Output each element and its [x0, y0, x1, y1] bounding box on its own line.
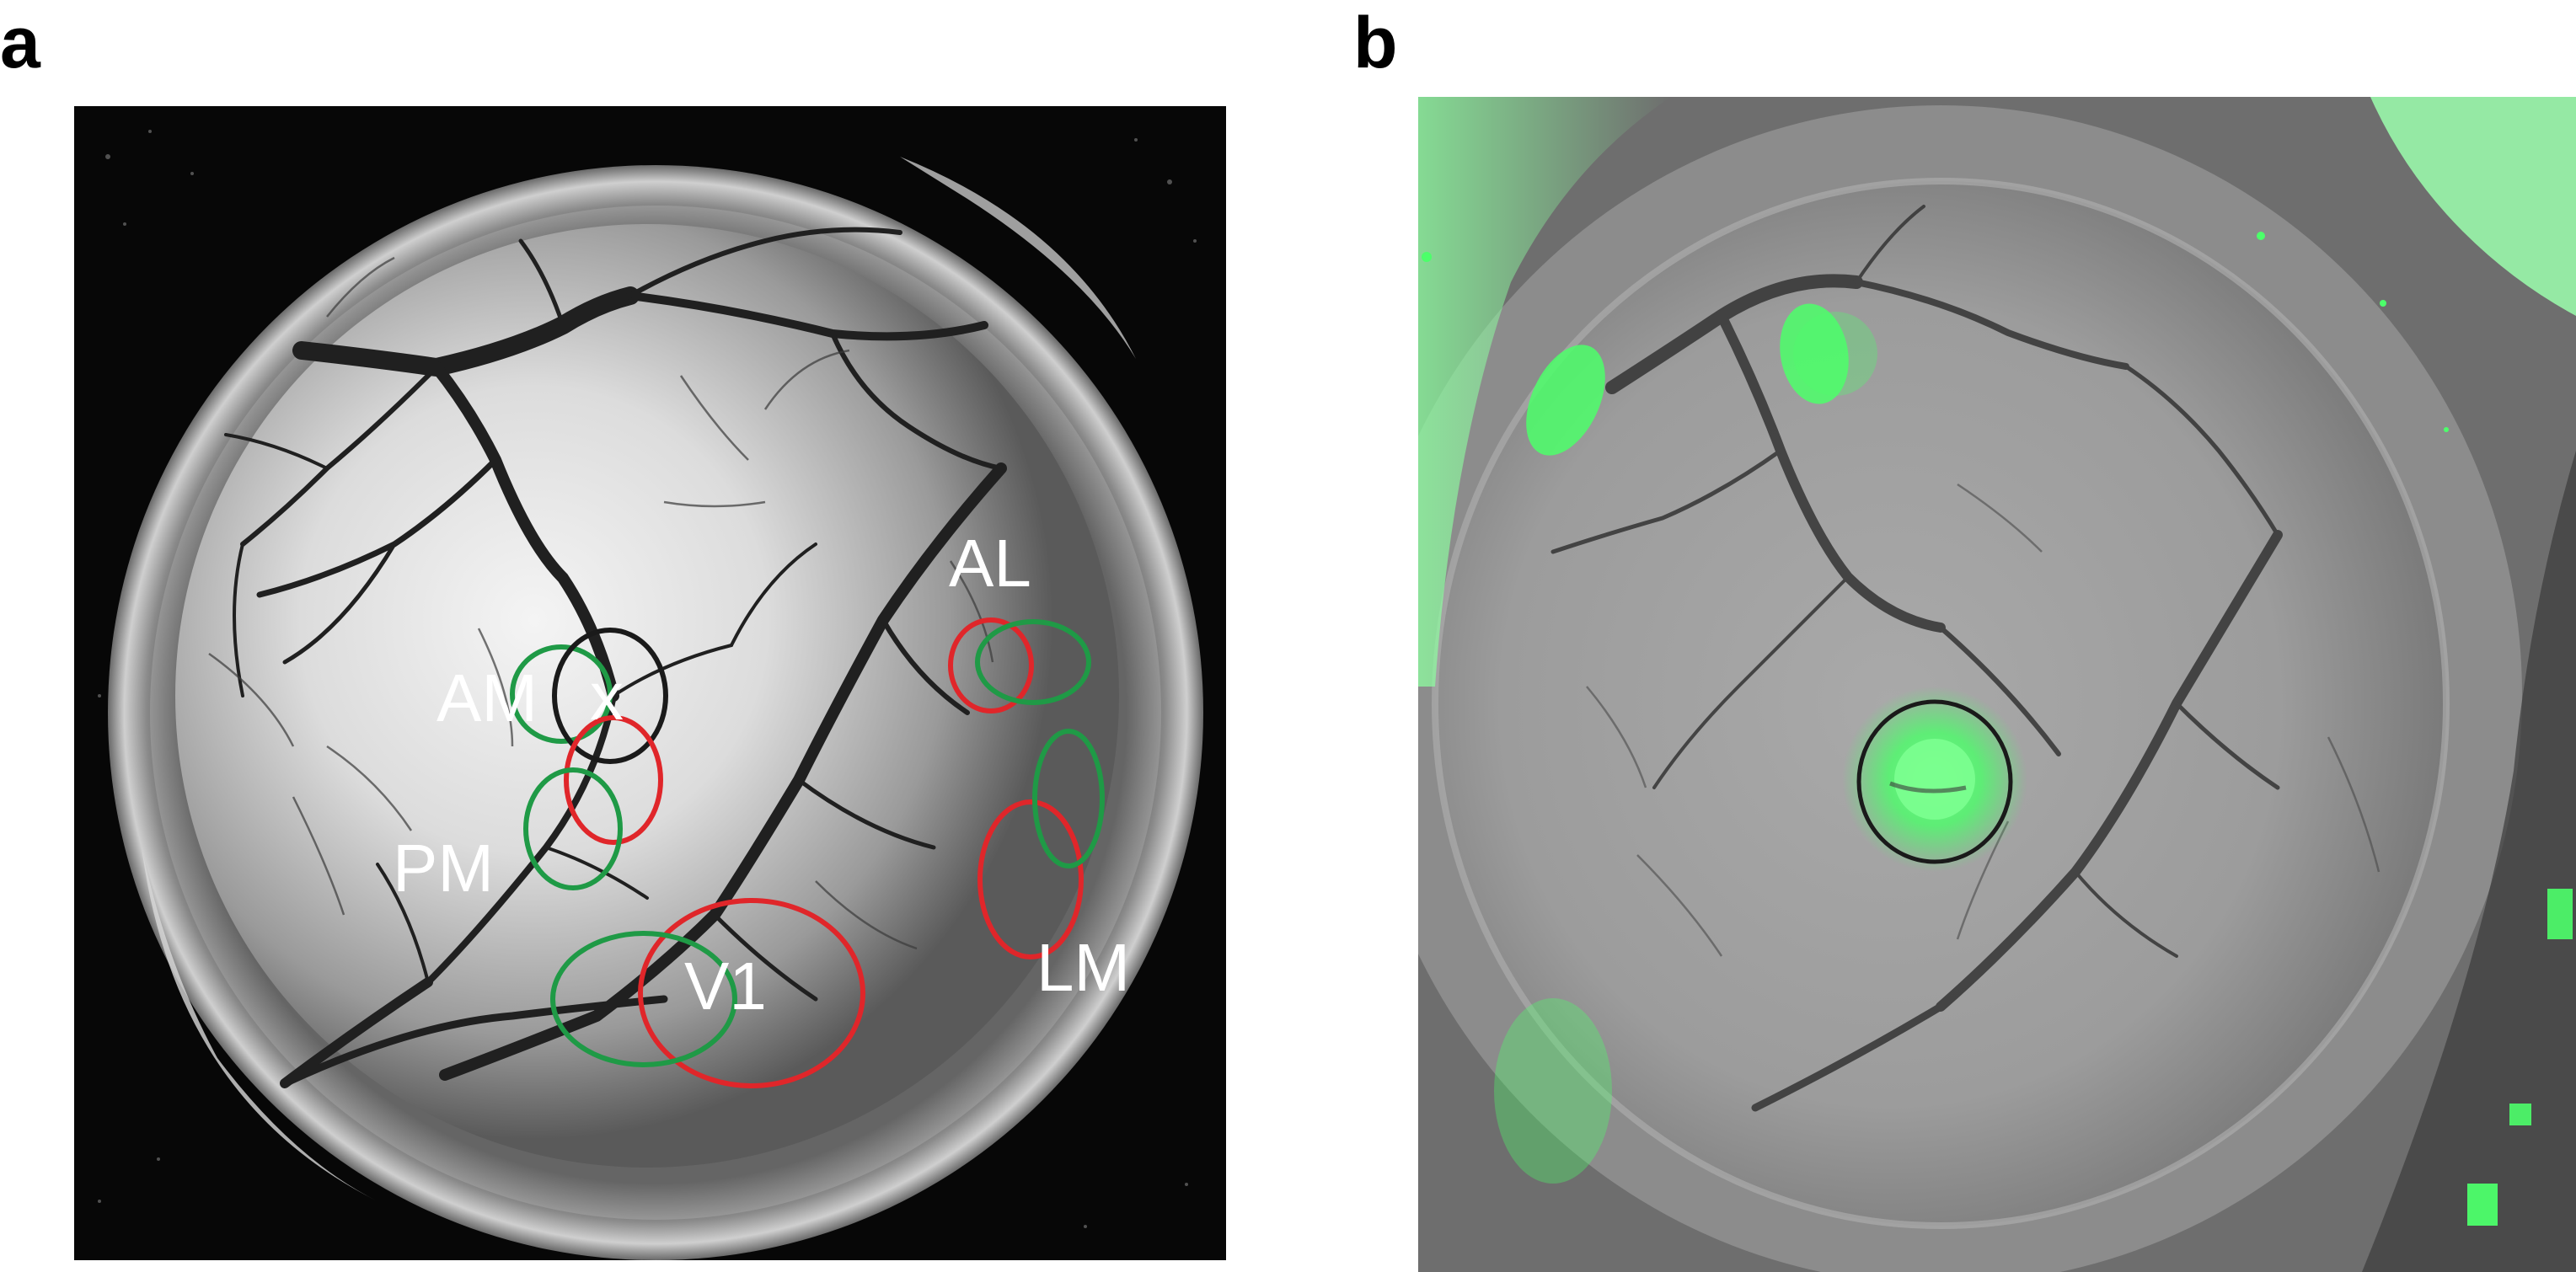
lm-red-outline — [977, 799, 1084, 959]
am-green-outline — [510, 644, 613, 744]
panel-a-letter: a — [0, 3, 40, 83]
panel-b-topright-glow — [2370, 97, 2576, 316]
panel-b-fluorescent-spot — [1526, 345, 1605, 456]
am-red-outline — [564, 715, 663, 845]
al-red-outline — [948, 617, 1034, 713]
pm-green-outline — [523, 767, 623, 890]
panel-b-green-patch — [1780, 303, 1849, 404]
panel-a-capillaries — [208, 256, 994, 950]
panel-b-injection-circle — [1856, 699, 2013, 864]
panel-a-speckles — [98, 130, 1197, 1228]
panel-b-letter: b — [1353, 3, 1398, 83]
panel-b-edge-spots — [1422, 232, 2573, 1226]
v1-red-outline — [638, 898, 865, 1088]
am-black-circle — [552, 628, 668, 764]
label-al: AL — [949, 526, 1031, 601]
label-pm: PM — [393, 831, 494, 906]
panel-b-left-glow — [1418, 97, 1671, 687]
v1-green-outline — [550, 931, 737, 1067]
al-green-outline — [975, 619, 1091, 705]
panel-b-svg — [1418, 97, 2576, 1272]
label-v1: V1 — [684, 949, 767, 1023]
panel-a-vessels — [224, 227, 1007, 1088]
label-am: AM — [436, 660, 538, 735]
label-lm: LM — [1036, 930, 1130, 1005]
panel-b-vessels — [1550, 205, 2283, 1112]
label-x-mark: x — [590, 659, 624, 734]
panel-a-svg: AM x AL PM V1 LM — [74, 106, 1226, 1260]
panel-a-area-outlines — [510, 617, 1105, 1088]
lm-green-outline — [1032, 729, 1105, 868]
panel-b-fluorescence-image — [1418, 97, 2576, 1272]
panel-a-brain-window-image: AM x AL PM V1 LM — [74, 106, 1226, 1260]
